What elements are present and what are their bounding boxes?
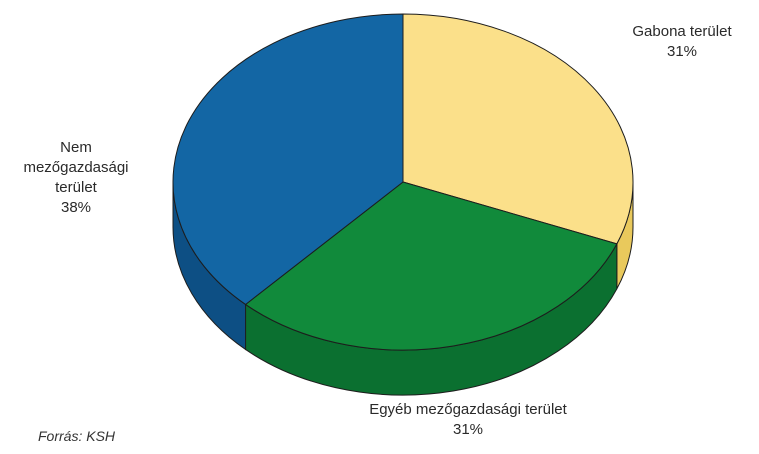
slice-label-gabona: Gabona terület 31% bbox=[612, 22, 752, 62]
source-note: Forrás: KSH bbox=[38, 428, 116, 444]
slice-label-gabona-name: Gabona terület bbox=[632, 23, 732, 40]
slice-label-nem: Nem mezőgazdasági terület 38% bbox=[6, 138, 146, 218]
pie-slice-1 bbox=[245, 181, 618, 351]
slice-label-egyeb: Egyéb mezőgazdasági terület 31% bbox=[318, 400, 618, 440]
pie-slice-2 bbox=[172, 13, 404, 305]
slice-label-gabona-value: 31% bbox=[666, 43, 698, 60]
pie-slice-0 bbox=[402, 13, 634, 245]
slice-label-nem-value: 38% bbox=[60, 199, 92, 216]
slice-label-egyeb-name: Egyéb mezőgazdasági terület bbox=[369, 401, 567, 418]
slice-label-nem-line2: mezőgazdasági bbox=[23, 159, 129, 176]
slice-label-nem-line1: Nem bbox=[60, 139, 92, 156]
slice-label-nem-line3: terület bbox=[55, 179, 97, 196]
slice-label-egyeb-value: 31% bbox=[452, 421, 484, 438]
